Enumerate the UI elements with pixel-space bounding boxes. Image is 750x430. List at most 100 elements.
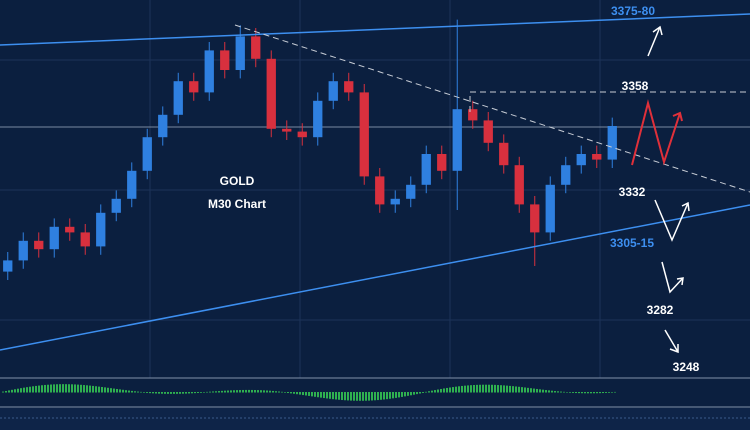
osc-bar xyxy=(479,384,481,393)
osc-bar xyxy=(152,392,154,394)
osc-bar xyxy=(404,392,406,397)
osc-bar xyxy=(197,392,199,393)
osc-bar xyxy=(323,392,325,399)
osc-bar xyxy=(71,384,73,393)
osc-bar xyxy=(314,392,316,397)
osc-bar xyxy=(122,389,124,393)
osc-bar xyxy=(149,392,151,394)
oscillator xyxy=(2,384,616,401)
osc-bar xyxy=(428,391,430,393)
candle-body xyxy=(235,36,245,70)
osc-bar xyxy=(230,390,232,393)
osc-bar xyxy=(296,392,298,395)
osc-bar xyxy=(272,390,274,393)
osc-bar xyxy=(125,390,127,393)
osc-bar xyxy=(137,391,139,393)
osc-bar xyxy=(284,392,286,393)
candle-body xyxy=(3,260,13,272)
osc-bar xyxy=(536,388,538,393)
candle-body xyxy=(204,50,214,93)
candle-body xyxy=(421,154,431,185)
candle-body xyxy=(328,81,338,101)
osc-bar xyxy=(293,392,295,394)
osc-bar xyxy=(581,392,583,394)
osc-bar xyxy=(53,384,55,393)
level-label: 3282 xyxy=(647,303,674,317)
osc-bar xyxy=(515,386,517,393)
osc-bar xyxy=(371,392,373,401)
osc-bar xyxy=(386,392,388,400)
candle-body xyxy=(483,120,493,143)
candle-body xyxy=(344,81,354,93)
osc-bar xyxy=(170,392,172,394)
level-label: 3332 xyxy=(619,185,646,199)
osc-bar xyxy=(134,391,136,393)
osc-bar xyxy=(62,384,64,393)
osc-bar xyxy=(506,385,508,393)
osc-bar xyxy=(65,384,67,393)
osc-bar xyxy=(422,392,424,393)
osc-bar xyxy=(359,392,361,401)
osc-bar xyxy=(260,390,262,393)
osc-bar xyxy=(464,385,466,393)
osc-bar xyxy=(5,391,7,393)
osc-bar xyxy=(23,387,25,393)
osc-bar xyxy=(38,385,40,393)
candle-body xyxy=(452,109,462,171)
candle-body xyxy=(437,154,447,171)
candle-body xyxy=(607,126,617,160)
osc-bar xyxy=(557,391,559,393)
bull-arrowhead xyxy=(672,111,683,122)
osc-bar xyxy=(527,387,529,393)
osc-bar xyxy=(467,385,469,393)
osc-bar xyxy=(164,392,166,394)
osc-bar xyxy=(278,391,280,393)
osc-bar xyxy=(443,388,445,393)
candle-body xyxy=(34,240,44,250)
osc-bar xyxy=(59,384,61,393)
candle-body xyxy=(514,165,524,205)
osc-bar xyxy=(305,392,307,396)
upper-trendline xyxy=(0,13,750,46)
osc-bar xyxy=(572,392,574,393)
osc-bar xyxy=(194,392,196,394)
osc-bar xyxy=(440,388,442,393)
level-label: 3248 xyxy=(673,360,700,374)
candle-body xyxy=(530,204,540,233)
osc-bar xyxy=(29,386,31,393)
osc-bar xyxy=(320,392,322,398)
osc-bar xyxy=(44,384,46,393)
osc-bar xyxy=(14,389,16,393)
candle-body xyxy=(468,109,478,121)
osc-bar xyxy=(566,392,568,393)
candle-body xyxy=(545,184,555,233)
osc-bar xyxy=(221,390,223,393)
osc-bar xyxy=(116,388,118,393)
osc-bar xyxy=(554,391,556,393)
osc-bar xyxy=(161,392,163,394)
osc-bar xyxy=(425,391,427,393)
candle-body xyxy=(499,142,509,166)
osc-bar xyxy=(317,392,319,398)
osc-bar xyxy=(56,384,58,393)
osc-bar xyxy=(200,392,202,393)
osc-bar xyxy=(287,392,289,394)
osc-bar xyxy=(575,392,577,394)
lower-panel xyxy=(0,408,750,430)
osc-bar xyxy=(119,389,121,393)
osc-bar xyxy=(485,384,487,393)
osc-bar xyxy=(431,390,433,393)
osc-bar xyxy=(209,391,211,393)
candle-body xyxy=(561,165,571,185)
osc-bar xyxy=(476,384,478,393)
osc-bar xyxy=(155,392,157,394)
osc-bar xyxy=(275,391,277,393)
osc-bar xyxy=(104,387,106,393)
osc-bar xyxy=(494,384,496,393)
candle-body xyxy=(592,154,602,160)
osc-bar xyxy=(77,384,79,393)
candle-body xyxy=(49,226,59,250)
osc-bar xyxy=(239,390,241,393)
osc-bar xyxy=(590,392,592,394)
osc-bar xyxy=(401,392,403,397)
